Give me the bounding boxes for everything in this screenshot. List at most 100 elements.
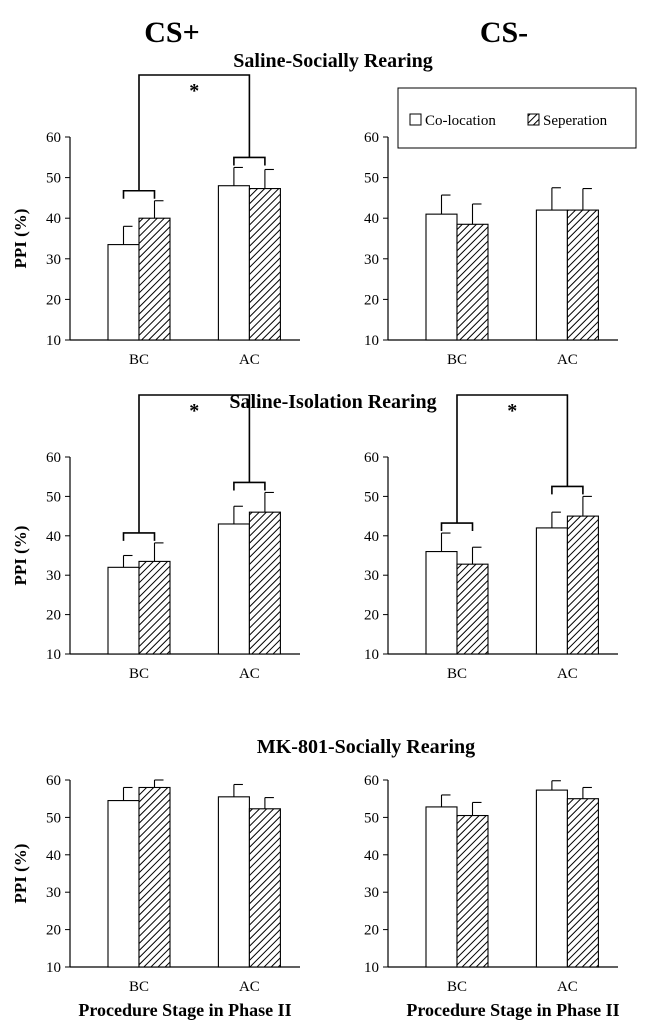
y-tick-label: 60 — [364, 773, 379, 789]
y-tick-label: 40 — [364, 848, 379, 864]
y-tick-label: 60 — [364, 130, 379, 146]
legend-label-seperation: Seperation — [543, 113, 608, 129]
bar-seperation-bc — [138, 786, 171, 968]
bar-co-location-ac — [217, 523, 250, 655]
category-label-ac: AC — [239, 666, 260, 682]
group-bracket — [122, 532, 156, 541]
group-bracket — [551, 485, 584, 495]
y-tick-label: 30 — [46, 252, 61, 268]
significance-asterisk: * — [189, 400, 199, 422]
bar-seperation-ac — [248, 511, 281, 655]
bar-seperation-ac — [248, 188, 281, 341]
bar-seperation-bc — [456, 814, 489, 968]
y-tick-label: 10 — [46, 333, 61, 349]
bar-seperation-ac — [566, 209, 599, 341]
y-axis-label: PPI (%) — [11, 209, 30, 269]
row-title-mk801-social: MK-801-Socially Rearing — [257, 736, 475, 758]
y-tick-label: 20 — [364, 608, 379, 624]
bar-co-location-ac — [535, 527, 568, 655]
y-axis-label: PPI (%) — [11, 526, 30, 586]
bar-co-location-ac — [535, 209, 568, 341]
chart-panel-4: 10 20 30 40 50 60 PPI (%) BC AC Procedure Stage i… — [11, 773, 300, 1020]
chart-panel-5: 10 20 30 40 50 60 BC AC Procedure Stage in Phase… — [364, 773, 620, 1020]
bar-seperation-bc — [138, 560, 171, 655]
y-tick-label: 30 — [364, 568, 379, 584]
group-bracket — [122, 189, 156, 199]
y-tick-label: 50 — [364, 489, 379, 505]
category-label-ac: AC — [239, 979, 260, 995]
column-header-cs-minus: CS- — [480, 16, 528, 49]
significance-bracket — [138, 74, 251, 191]
y-tick-label: 10 — [364, 647, 379, 663]
bar-co-location-bc — [425, 806, 458, 968]
y-tick-label: 60 — [46, 130, 61, 146]
x-axis-label: Procedure Stage in Phase II — [78, 1000, 291, 1020]
chart-panel-3: 10 20 30 40 50 60 BC AC * — [364, 394, 618, 682]
y-tick-label: 40 — [46, 529, 61, 545]
y-tick-label: 40 — [46, 848, 61, 864]
bar-co-location-ac — [217, 185, 250, 341]
y-tick-label: 40 — [46, 211, 61, 227]
legend-box — [397, 87, 637, 149]
bar-co-location-ac — [217, 796, 250, 968]
bar-co-location-bc — [107, 800, 140, 968]
y-tick-label: 30 — [364, 252, 379, 268]
bar-co-location-bc — [107, 244, 140, 341]
y-tick-label: 20 — [46, 292, 61, 308]
category-label-ac: AC — [557, 352, 578, 368]
significance-bracket — [138, 394, 251, 533]
y-tick-label: 20 — [364, 923, 379, 939]
group-bracket — [440, 522, 474, 532]
legend-swatch-co-location — [409, 113, 422, 126]
y-tick-label: 50 — [46, 489, 61, 505]
category-label-bc: BC — [447, 666, 467, 682]
y-tick-label: 10 — [46, 960, 61, 976]
chart-panels: 10 20 30 40 50 60 PPI (%) BC AC * 10 20 30 40 50 60 BC AC… — [11, 74, 637, 1020]
chart-panel-1: 10 20 30 40 50 60 BC AC Co-location Seperation — [364, 87, 637, 368]
y-tick-label: 30 — [364, 885, 379, 901]
row-title-saline-isolation: Saline-Isolation Rearing — [229, 391, 436, 413]
category-label-bc: BC — [129, 979, 149, 995]
bar-seperation-ac — [248, 808, 281, 968]
bar-seperation-ac — [566, 515, 599, 655]
chart-panel-0: 10 20 30 40 50 60 PPI (%) BC AC * — [11, 74, 300, 368]
category-label-ac: AC — [239, 352, 260, 368]
bar-co-location-bc — [425, 213, 458, 341]
group-bracket — [233, 481, 266, 491]
group-bracket — [233, 156, 266, 166]
y-tick-label: 50 — [364, 171, 379, 187]
category-label-bc: BC — [129, 352, 149, 368]
y-tick-label: 10 — [46, 647, 61, 663]
y-tick-label: 50 — [46, 810, 61, 826]
y-tick-label: 40 — [364, 529, 379, 545]
y-tick-label: 10 — [364, 960, 379, 976]
y-tick-label: 60 — [364, 450, 379, 466]
y-tick-label: 20 — [46, 608, 61, 624]
bar-seperation-bc — [456, 563, 489, 655]
bar-co-location-bc — [107, 566, 140, 655]
y-tick-label: 50 — [364, 810, 379, 826]
category-label-bc: BC — [129, 666, 149, 682]
y-tick-label: 20 — [364, 292, 379, 308]
y-tick-label: 10 — [364, 333, 379, 349]
y-tick-label: 20 — [46, 923, 61, 939]
y-axis-label: PPI (%) — [11, 844, 30, 904]
y-tick-label: 50 — [46, 171, 61, 187]
bar-seperation-ac — [566, 798, 599, 968]
category-label-bc: BC — [447, 352, 467, 368]
bar-seperation-bc — [456, 223, 489, 341]
y-tick-label: 60 — [46, 773, 61, 789]
column-header-cs-plus: CS+ — [144, 16, 199, 49]
bar-seperation-bc — [138, 217, 171, 341]
significance-bracket — [456, 394, 569, 524]
chart-panel-2: 10 20 30 40 50 60 PPI (%) BC AC * — [11, 394, 300, 682]
bar-co-location-bc — [425, 551, 458, 655]
category-label-bc: BC — [447, 979, 467, 995]
category-label-ac: AC — [557, 666, 578, 682]
y-tick-label: 30 — [46, 568, 61, 584]
legend-swatch-seperation — [527, 113, 540, 126]
category-label-ac: AC — [557, 979, 578, 995]
significance-asterisk: * — [507, 400, 517, 422]
y-tick-label: 60 — [46, 450, 61, 466]
